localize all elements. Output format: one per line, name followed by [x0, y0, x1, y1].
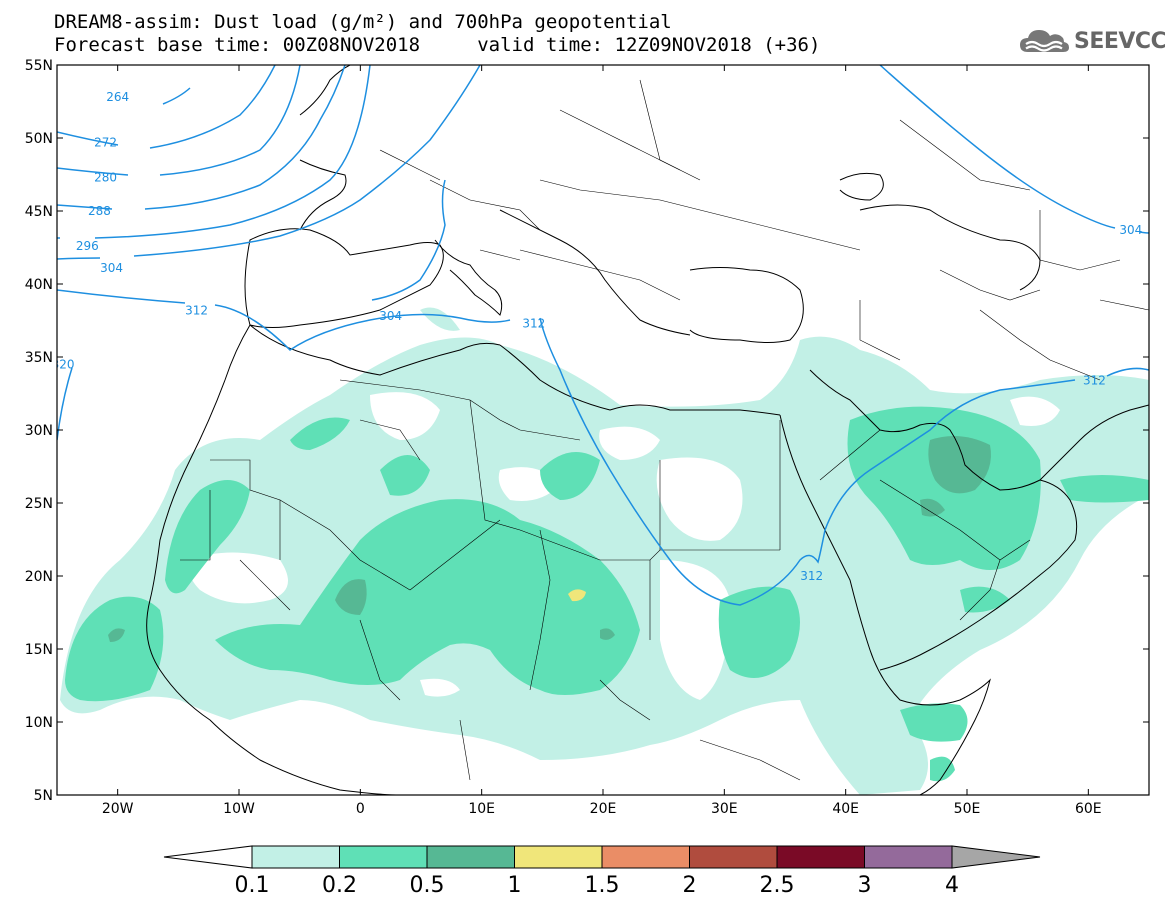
contour-label: 312: [522, 316, 545, 330]
dust-layer-high: [568, 589, 586, 602]
contour-label: 312: [800, 569, 823, 583]
colorbar-segment: [864, 845, 953, 869]
colorbar-segment: [601, 845, 690, 869]
lon-tick-label: 30E: [711, 801, 738, 817]
colorbar-over-triangle: [951, 845, 1041, 869]
lat-tick-label: 25N: [25, 496, 53, 512]
coastlines: [146, 65, 1149, 795]
colorbar-level-label: 4: [945, 873, 959, 898]
dust-gaps: [188, 392, 1060, 700]
colorbar-segment: [689, 845, 778, 869]
colorbar-level-label: 0.2: [322, 873, 357, 898]
latitude-axis: 55N 50N 45N 40N 35N 30N 25N 20N 15N 10N 5N: [25, 58, 1149, 804]
colorbar-segment: [426, 845, 515, 869]
colorbar-segment: [339, 845, 428, 869]
lat-tick-label: 15N: [25, 642, 53, 658]
colorbar-level-label: 1.5: [585, 873, 620, 898]
forecast-time-line: Forecast base time: 00Z08NOV2018 valid t…: [54, 34, 821, 56]
lat-tick-label: 10N: [25, 715, 53, 731]
colorbar-level-label: 3: [858, 873, 872, 898]
cloud-icon: [1020, 30, 1069, 52]
lon-tick-label: 50E: [954, 801, 981, 817]
contour-label: 288: [88, 204, 111, 218]
lon-tick-label: 40E: [832, 801, 859, 817]
contour-label: 320: [52, 357, 75, 371]
colorbar-segment: [251, 845, 340, 869]
colorbar-level-label: 2: [683, 873, 697, 898]
contour-label: 272: [94, 135, 117, 149]
colorbar-level-label: 2.5: [760, 873, 795, 898]
colorbar-level-label: 0.1: [235, 873, 270, 898]
contour-label: 280: [94, 170, 117, 184]
colorbar-under-triangle: [163, 845, 253, 869]
colorbar-level-label: 0.5: [410, 873, 445, 898]
colorbar-level-label: 1: [508, 873, 522, 898]
lon-tick-label: 20W: [102, 801, 134, 817]
contour-label: 312: [185, 303, 208, 317]
colorbar-segment: [514, 845, 603, 869]
contour-label: 296: [76, 239, 99, 253]
lon-tick-label: 60E: [1075, 801, 1102, 817]
longitude-axis: 20W 10W 0 10E 20E 30E 40E 50E 60E: [102, 65, 1102, 817]
lat-tick-label: 40N: [25, 277, 53, 293]
contour-label: 312: [1083, 373, 1106, 387]
dust-layer-dense: [108, 436, 991, 642]
country-borders: [180, 79, 1149, 781]
logo-text: SEEVCCC: [1074, 28, 1165, 54]
chart-title: DREAM8-assim: Dust load (g/m²) and 700hP…: [54, 11, 672, 33]
lon-tick-label: 0: [356, 801, 365, 817]
lat-tick-label: 50N: [25, 131, 53, 147]
lon-tick-label: 10E: [468, 801, 495, 817]
lat-tick-label: 35N: [25, 350, 53, 366]
lat-tick-label: 55N: [25, 58, 53, 74]
lat-tick-label: 20N: [25, 569, 53, 585]
colorbar-segment: [776, 845, 865, 869]
colorbar: 0.1 0.2 0.5 1 1.5 2 2.5 3 4: [163, 845, 1041, 898]
geopotential-contours: [57, 65, 1149, 606]
seevccc-logo: SEEVCCC: [1018, 26, 1165, 56]
lat-tick-label: 45N: [25, 204, 53, 220]
lon-tick-label: 10W: [223, 801, 255, 817]
lat-tick-label: 30N: [25, 423, 53, 439]
contour-label: 264: [106, 90, 129, 104]
contour-label: 304: [1119, 223, 1142, 237]
contour-label: 304: [379, 309, 402, 323]
contour-label: 304: [100, 261, 123, 275]
lat-tick-label: 5N: [34, 788, 53, 804]
lon-tick-label: 20E: [590, 801, 617, 817]
